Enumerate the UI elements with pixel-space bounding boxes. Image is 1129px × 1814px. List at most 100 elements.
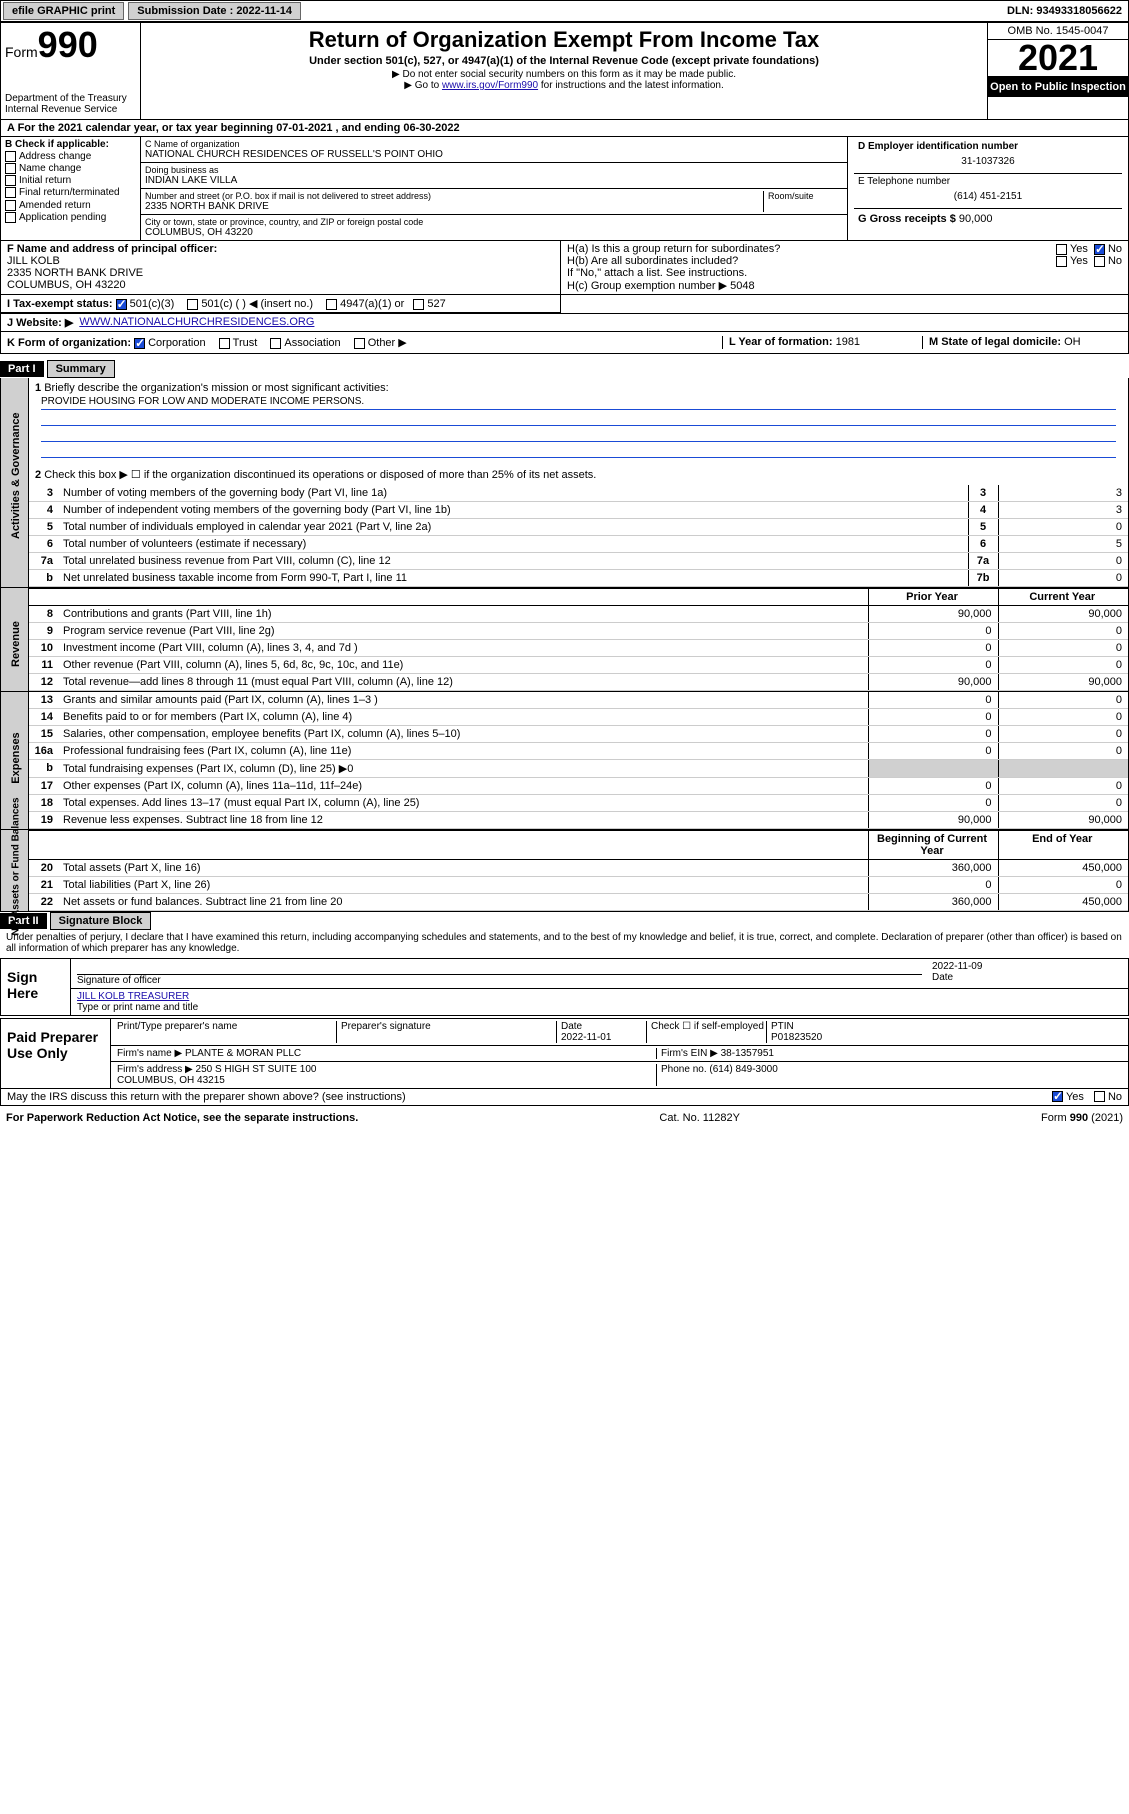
form-title-block: Return of Organization Exempt From Incom… bbox=[141, 23, 988, 119]
h-a-yes-checkbox[interactable] bbox=[1056, 244, 1067, 255]
org-city: COLUMBUS, OH 43220 bbox=[145, 227, 843, 238]
i-527-checkbox[interactable] bbox=[413, 299, 424, 310]
chk-address-change[interactable]: Address change bbox=[5, 151, 136, 162]
form-year-block: OMB No. 1545-0047 2021 Open to Public In… bbox=[988, 23, 1128, 119]
website-link[interactable]: WWW.NATIONALCHURCHRESIDENCES.ORG bbox=[79, 316, 314, 329]
part-i-header: Part I Summary bbox=[0, 360, 1129, 378]
page-footer: For Paperwork Reduction Act Notice, see … bbox=[0, 1110, 1129, 1126]
h-b-no-checkbox[interactable] bbox=[1094, 256, 1105, 267]
end-year-hdr: End of Year bbox=[998, 831, 1128, 860]
form-subtitle: Under section 501(c), 527, or 4947(a)(1)… bbox=[149, 55, 979, 67]
i-501c3-checkbox[interactable] bbox=[116, 299, 127, 310]
street-label: Number and street (or P.O. box if mail i… bbox=[145, 191, 763, 201]
k-corp-checkbox[interactable] bbox=[134, 338, 145, 349]
l-value: 1981 bbox=[836, 336, 860, 348]
i-opt4: 527 bbox=[427, 298, 445, 310]
part-i-title: Summary bbox=[47, 360, 115, 378]
signer-name-link[interactable]: JILL KOLB TREASURER bbox=[77, 991, 189, 1002]
h-a-yes: Yes bbox=[1070, 243, 1088, 255]
k-assoc-checkbox[interactable] bbox=[270, 338, 281, 349]
h-c-value: 5048 bbox=[730, 280, 754, 292]
net-table: Beginning of Current YearEnd of Year 20T… bbox=[29, 830, 1128, 911]
d-label: D Employer identification number bbox=[858, 141, 1118, 152]
mission-blank-2 bbox=[41, 428, 1116, 442]
identity-block: B Check if applicable: Address change Na… bbox=[0, 137, 1129, 241]
revenue-table: Prior YearCurrent Year 8Contributions an… bbox=[29, 588, 1128, 691]
discuss-yes-checkbox[interactable] bbox=[1052, 1091, 1063, 1102]
beg-year-hdr: Beginning of Current Year bbox=[868, 831, 998, 860]
discuss-no-checkbox[interactable] bbox=[1094, 1091, 1105, 1102]
row-j: J Website: ▶ WWW.NATIONALCHURCHRESIDENCE… bbox=[0, 314, 1129, 332]
chk-amended-return[interactable]: Amended return bbox=[5, 200, 136, 211]
org-name: NATIONAL CHURCH RESIDENCES OF RUSSELL'S … bbox=[145, 149, 843, 160]
prep-name-label: Print/Type preparer's name bbox=[117, 1021, 337, 1043]
mission-blank-3 bbox=[41, 444, 1116, 458]
paid-preparer-label: Paid Preparer Use Only bbox=[1, 1019, 111, 1088]
j-label: J Website: ▶ bbox=[7, 316, 73, 329]
paid-preparer-block: Paid Preparer Use Only Print/Type prepar… bbox=[0, 1018, 1129, 1089]
form-number: 990 bbox=[38, 24, 98, 65]
net-row: 22Net assets or fund balances. Subtract … bbox=[29, 894, 1128, 911]
line2-text: Check this box ▶ ☐ if the organization d… bbox=[44, 469, 596, 481]
chk-name-change[interactable]: Name change bbox=[5, 163, 136, 174]
h-c-label: H(c) Group exemption number ▶ bbox=[567, 280, 727, 292]
firm-addr-label: Firm's address ▶ bbox=[117, 1064, 193, 1075]
expense-row: 15Salaries, other compensation, employee… bbox=[29, 726, 1128, 743]
vtab-activities: Activities & Governance bbox=[1, 378, 29, 587]
h-a-no-checkbox[interactable] bbox=[1094, 244, 1105, 255]
i-opt2: 501(c) ( ) ◀ (insert no.) bbox=[201, 298, 313, 310]
expense-row: 19Revenue less expenses. Subtract line 1… bbox=[29, 812, 1128, 829]
ag-table: 3Number of voting members of the governi… bbox=[29, 485, 1128, 587]
section-f: F Name and address of principal officer:… bbox=[1, 241, 561, 294]
ag-row: 4Number of independent voting members of… bbox=[29, 502, 1128, 519]
sig-officer-label: Signature of officer bbox=[77, 975, 161, 986]
chk-final-return[interactable]: Final return/terminated bbox=[5, 187, 136, 198]
section-c: C Name of organization NATIONAL CHURCH R… bbox=[141, 137, 848, 240]
firm-ein: 38-1357951 bbox=[721, 1048, 774, 1059]
part-ii-title: Signature Block bbox=[50, 912, 152, 930]
line-a-tax-year: A For the 2021 calendar year, or tax yea… bbox=[0, 120, 1129, 137]
chk-application-pending[interactable]: Application pending bbox=[5, 212, 136, 223]
i-4947-checkbox[interactable] bbox=[326, 299, 337, 310]
activities-governance-section: Activities & Governance 1 Briefly descri… bbox=[0, 378, 1129, 588]
mission-blank-1 bbox=[41, 412, 1116, 426]
prep-self-employed: Check ☐ if self-employed bbox=[647, 1021, 767, 1043]
sig-date-label: Date bbox=[932, 972, 953, 983]
h-a-no: No bbox=[1108, 243, 1122, 255]
chk-initial-return[interactable]: Initial return bbox=[5, 175, 136, 186]
i-opt1: 501(c)(3) bbox=[130, 298, 175, 310]
expenses-table: 13Grants and similar amounts paid (Part … bbox=[29, 692, 1128, 829]
irs-link[interactable]: www.irs.gov/Form990 bbox=[442, 80, 538, 91]
k-other-checkbox[interactable] bbox=[354, 338, 365, 349]
discuss-label: May the IRS discuss this return with the… bbox=[7, 1091, 1052, 1103]
curr-year-hdr: Current Year bbox=[998, 589, 1128, 606]
h-b-yes-checkbox[interactable] bbox=[1056, 256, 1067, 267]
i-501c-checkbox[interactable] bbox=[187, 299, 198, 310]
k-assoc: Association bbox=[284, 337, 340, 349]
phone-value: (614) 451-2151 bbox=[858, 187, 1118, 206]
footer-right: Form 990 (2021) bbox=[1041, 1112, 1123, 1124]
m-label: M State of legal domicile: bbox=[929, 336, 1061, 348]
l-label: L Year of formation: bbox=[729, 336, 833, 348]
m-value: OH bbox=[1064, 336, 1081, 348]
expense-row: 14Benefits paid to or for members (Part … bbox=[29, 709, 1128, 726]
e-label: E Telephone number bbox=[858, 176, 1118, 187]
k-l-m-row: K Form of organization: Corporation Trus… bbox=[0, 332, 1129, 354]
submission-date-button[interactable]: Submission Date : 2022-11-14 bbox=[128, 2, 301, 20]
vtab-net-assets: Net Assets or Fund Balances bbox=[1, 830, 29, 911]
revenue-row: 9Program service revenue (Part VIII, lin… bbox=[29, 623, 1128, 640]
firm-phone-label: Phone no. bbox=[661, 1064, 707, 1075]
revenue-row: 12Total revenue—add lines 8 through 11 (… bbox=[29, 674, 1128, 691]
efile-print-button[interactable]: efile GRAPHIC print bbox=[3, 2, 124, 20]
i-label: I Tax-exempt status: bbox=[7, 298, 113, 310]
prep-date-label: Date bbox=[561, 1021, 646, 1032]
expense-row: 18Total expenses. Add lines 13–17 (must … bbox=[29, 795, 1128, 812]
topbar: efile GRAPHIC print Submission Date : 20… bbox=[0, 0, 1129, 22]
sig-type-label: Type or print name and title bbox=[77, 1002, 198, 1013]
f-h-block: F Name and address of principal officer:… bbox=[0, 241, 1129, 295]
footer-mid: Cat. No. 11282Y bbox=[659, 1112, 740, 1124]
net-assets-section: Net Assets or Fund Balances Beginning of… bbox=[0, 830, 1129, 912]
ag-row: 6Total number of volunteers (estimate if… bbox=[29, 536, 1128, 553]
k-trust-checkbox[interactable] bbox=[219, 338, 230, 349]
ag-row: 5Total number of individuals employed in… bbox=[29, 519, 1128, 536]
